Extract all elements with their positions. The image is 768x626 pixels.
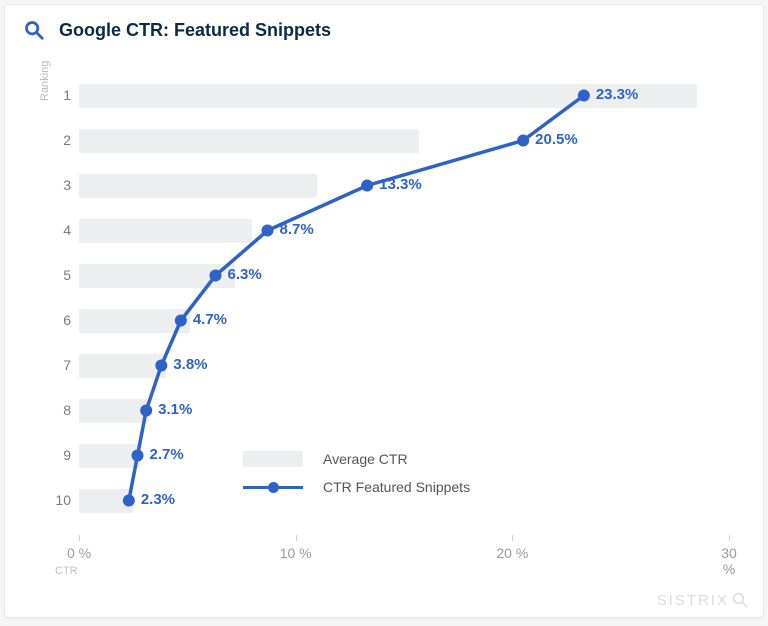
- legend-swatch-line: [243, 479, 303, 495]
- point-label: 2.7%: [150, 446, 184, 463]
- point-label: 2.3%: [141, 491, 175, 508]
- watermark-search-icon: [731, 591, 749, 609]
- watermark-text: SISTRIX: [657, 592, 729, 609]
- legend: Average CTR CTR Featured Snippets: [243, 445, 470, 501]
- point-label: 3.8%: [173, 356, 207, 373]
- search-icon: [23, 19, 45, 41]
- legend-swatch-bar: [243, 451, 303, 467]
- chart-card: Google CTR: Featured Snippets Ranking123…: [4, 4, 764, 618]
- watermark: SISTRIX: [657, 591, 749, 609]
- point-label: 20.5%: [535, 131, 578, 148]
- chart-title: Google CTR: Featured Snippets: [59, 20, 331, 41]
- point-label: 8.7%: [280, 221, 314, 238]
- legend-item: CTR Featured Snippets: [243, 473, 470, 501]
- point-label: 3.1%: [158, 401, 192, 418]
- point-label: 23.3%: [596, 86, 639, 103]
- point-label: 6.3%: [228, 266, 262, 283]
- legend-item: Average CTR: [243, 445, 470, 473]
- card-header: Google CTR: Featured Snippets: [5, 5, 763, 51]
- legend-label: Average CTR: [323, 451, 408, 467]
- point-label: 4.7%: [193, 311, 227, 328]
- legend-label: CTR Featured Snippets: [323, 479, 470, 495]
- point-label: 13.3%: [379, 176, 422, 193]
- chart-area: Ranking123456789100 %10 %20 %30 %CTR23.3…: [33, 67, 745, 607]
